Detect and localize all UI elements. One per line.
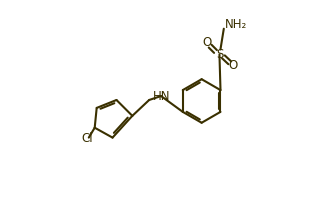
Text: HN: HN (153, 89, 171, 103)
Text: NH₂: NH₂ (224, 18, 247, 31)
Text: S: S (216, 48, 223, 61)
Text: Cl: Cl (82, 132, 93, 145)
Text: O: O (229, 59, 238, 72)
Text: O: O (202, 36, 211, 49)
